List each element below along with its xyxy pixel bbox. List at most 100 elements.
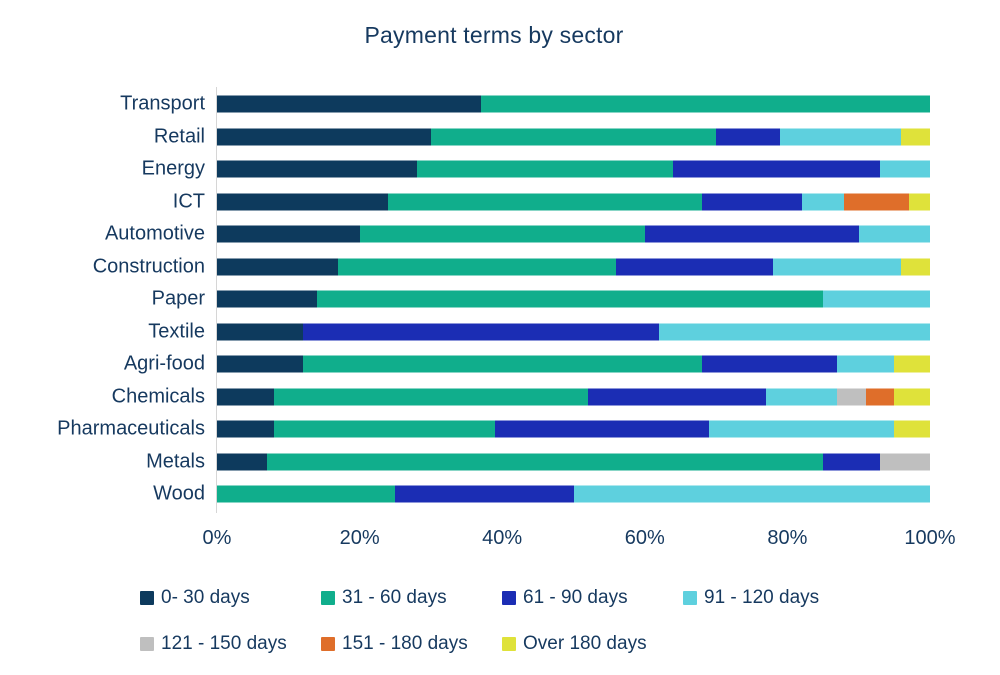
legend-item[interactable]: 31 - 60 days [321, 587, 502, 609]
legend-label: Over 180 days [523, 633, 647, 654]
bar-segment[interactable] [266, 453, 824, 471]
legend-swatch-icon [140, 591, 154, 605]
bar-track [217, 258, 930, 276]
bar-segment[interactable] [338, 258, 617, 276]
chart-row: ICT [0, 186, 1000, 219]
chart-row: Chemicals [0, 381, 1000, 414]
bar-segment[interactable] [644, 225, 859, 243]
legend-swatch-icon [321, 637, 335, 651]
bar-segment[interactable] [587, 388, 766, 406]
bar-track [217, 95, 930, 113]
bar-segment[interactable] [766, 388, 838, 406]
bar-segment[interactable] [616, 258, 774, 276]
legend-item[interactable]: 61 - 90 days [502, 587, 683, 609]
bar-track [217, 225, 930, 243]
bar-segment[interactable] [359, 225, 645, 243]
bar-segment[interactable] [217, 95, 481, 113]
category-label: Automotive [104, 222, 205, 245]
bar-segment[interactable] [701, 193, 802, 211]
bar-segment[interactable] [708, 420, 895, 438]
bar-segment[interactable] [837, 355, 895, 373]
bar-segment[interactable] [823, 290, 930, 308]
bar-segment[interactable] [901, 258, 930, 276]
legend-item[interactable]: 151 - 180 days [321, 633, 502, 655]
bar-segment[interactable] [480, 95, 930, 113]
chart-row: Pharmaceuticals [0, 413, 1000, 446]
x-tick-label: 100% [904, 527, 956, 549]
bar-segment[interactable] [274, 420, 496, 438]
category-label: Chemicals [111, 385, 205, 408]
bar-segment[interactable] [217, 160, 417, 178]
x-tick-label: 80% [767, 527, 808, 549]
category-label: ICT [172, 190, 205, 213]
bar-segment[interactable] [217, 258, 339, 276]
bar-segment[interactable] [217, 453, 267, 471]
bar-segment[interactable] [880, 453, 930, 471]
x-tick-label: 20% [339, 527, 380, 549]
bar-segment[interactable] [388, 193, 702, 211]
bar-segment[interactable] [217, 388, 275, 406]
bar-segment[interactable] [773, 258, 902, 276]
legend-item[interactable]: Over 180 days [502, 633, 647, 655]
legend-swatch-icon [502, 591, 516, 605]
category-label: Construction [92, 255, 205, 278]
legend-label: 31 - 60 days [342, 587, 447, 608]
y-axis-line [216, 87, 217, 513]
category-label: Retail [153, 125, 205, 148]
legend-label: 61 - 90 days [523, 587, 628, 608]
legend-swatch-icon [683, 591, 697, 605]
x-axis: 0% 20% 40% 60% 80% 100% [203, 527, 956, 551]
bar-segment[interactable] [495, 420, 709, 438]
bar-segment[interactable] [837, 388, 866, 406]
category-label: Paper [151, 287, 205, 310]
bar-segment[interactable] [865, 388, 895, 406]
chart-row: Automotive [0, 218, 1000, 251]
bar-segment[interactable] [302, 355, 702, 373]
bar-segment[interactable] [659, 323, 930, 341]
bar-segment[interactable] [901, 128, 930, 146]
bar-segment[interactable] [217, 355, 303, 373]
bar-segment[interactable] [316, 290, 824, 308]
bar-segment[interactable] [302, 323, 660, 341]
bar-segment[interactable] [217, 323, 303, 341]
legend-row-1: 0- 30 days 31 - 60 days 61 - 90 days 91 - 1… [140, 587, 819, 609]
bar-segment[interactable] [274, 388, 588, 406]
bar-segment[interactable] [673, 160, 881, 178]
chart-row: Energy [0, 153, 1000, 186]
bar-segment[interactable] [780, 128, 902, 146]
bar-segment[interactable] [395, 485, 574, 503]
bar-segment[interactable] [217, 193, 389, 211]
bar-segment[interactable] [894, 355, 930, 373]
bar-segment[interactable] [416, 160, 674, 178]
bar-segment[interactable] [430, 128, 717, 146]
bar-segment[interactable] [716, 128, 781, 146]
bar-segment[interactable] [217, 420, 275, 438]
bar-segment[interactable] [217, 290, 317, 308]
bar-segment[interactable] [217, 128, 431, 146]
bar-segment[interactable] [894, 388, 930, 406]
legend-item[interactable]: 0- 30 days [140, 587, 321, 609]
bar-segment[interactable] [880, 160, 930, 178]
bar-track [217, 355, 930, 373]
bar-segment[interactable] [801, 193, 845, 211]
category-label: Pharmaceuticals [57, 417, 205, 440]
category-label: Wood [153, 482, 205, 505]
legend-swatch-icon [502, 637, 516, 651]
bar-track [217, 388, 930, 406]
bar-segment[interactable] [823, 453, 881, 471]
bar-track [217, 128, 930, 146]
chart-row: Textile [0, 316, 1000, 349]
bar-track [217, 420, 930, 438]
bar-segment[interactable] [894, 420, 930, 438]
bar-segment[interactable] [573, 485, 930, 503]
legend-item[interactable]: 121 - 150 days [140, 633, 321, 655]
bar-segment[interactable] [844, 193, 909, 211]
bar-segment[interactable] [858, 225, 930, 243]
bar-segment[interactable] [701, 355, 838, 373]
bar-segment[interactable] [217, 225, 360, 243]
chart-row: Paper [0, 283, 1000, 316]
legend-item[interactable]: 91 - 120 days [683, 587, 819, 609]
bar-segment[interactable] [908, 193, 930, 211]
bar-segment[interactable] [217, 485, 396, 503]
